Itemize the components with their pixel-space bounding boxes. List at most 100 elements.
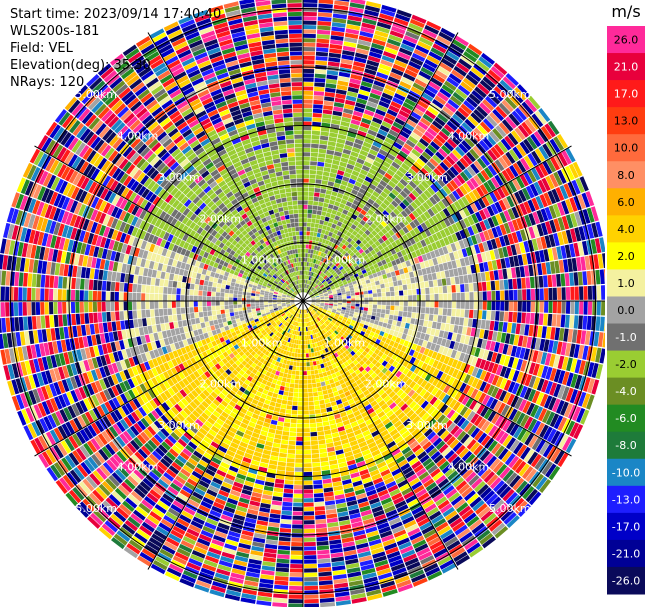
radar-cell xyxy=(436,35,451,46)
radar-cell xyxy=(303,3,318,8)
radar-cell xyxy=(565,387,574,402)
radar-cell xyxy=(491,386,500,398)
radar-cell xyxy=(507,93,521,107)
radar-cell xyxy=(403,340,410,347)
radar-cell xyxy=(359,257,366,263)
radar-cell xyxy=(458,447,469,459)
radar-cell xyxy=(528,324,534,337)
radar-cell xyxy=(503,311,509,322)
radar-cell xyxy=(311,297,316,300)
radar-cell xyxy=(558,328,565,342)
radar-cell xyxy=(320,284,324,289)
radar-cell xyxy=(365,359,372,366)
radar-cell xyxy=(304,327,307,332)
radar-cell xyxy=(440,27,456,39)
radar-cell xyxy=(274,483,284,489)
radar-cell xyxy=(282,501,293,507)
radar-cell xyxy=(521,253,528,266)
radar-cell xyxy=(540,236,547,249)
radar-cell xyxy=(486,281,491,291)
radar-cell xyxy=(339,322,345,327)
radar-cell xyxy=(312,108,323,114)
radar-cell xyxy=(365,267,371,273)
radar-cell xyxy=(303,99,313,104)
radar-cell xyxy=(384,314,390,319)
radar-cell xyxy=(309,306,314,309)
radar-cell xyxy=(527,199,536,212)
radar-cell xyxy=(303,112,313,117)
radar-cell xyxy=(514,397,524,410)
radar-cell xyxy=(560,245,567,259)
radar-cell xyxy=(437,279,443,287)
radar-cell xyxy=(319,277,324,282)
radar-cell xyxy=(432,98,444,109)
radar-cell xyxy=(327,145,336,151)
radar-cell xyxy=(499,211,508,224)
radar-cell xyxy=(317,228,322,234)
radar-cell xyxy=(317,206,323,211)
radar-cell xyxy=(510,244,517,256)
radar-cell xyxy=(503,279,509,290)
radar-cell xyxy=(444,270,450,278)
radar-cell xyxy=(330,313,335,317)
radar-cell xyxy=(490,146,501,159)
radar-cell xyxy=(449,324,455,333)
radar-cell xyxy=(491,260,498,271)
radar-cell xyxy=(293,502,303,507)
radar-cell xyxy=(368,362,375,369)
radar-cell xyxy=(538,107,551,123)
radar-cell xyxy=(458,352,466,362)
radar-cell xyxy=(329,459,338,466)
radar-cell xyxy=(556,341,563,355)
radar-cell xyxy=(268,522,280,528)
radar-cell xyxy=(331,26,346,33)
radar-cell xyxy=(394,325,401,332)
radar-cell xyxy=(473,309,478,319)
radar-cell xyxy=(450,388,459,399)
radar-cell xyxy=(389,255,395,262)
radar-cell xyxy=(275,571,289,577)
radar-cell xyxy=(310,287,314,291)
radar-cell xyxy=(446,76,460,88)
radar-cell xyxy=(472,318,478,328)
radar-cell xyxy=(398,150,408,159)
radar-cell xyxy=(308,200,314,205)
radar-cell xyxy=(435,352,442,361)
radar-cell xyxy=(346,303,351,306)
radar-cell xyxy=(346,301,351,304)
radar-cell xyxy=(468,309,474,319)
radar-cell xyxy=(463,274,469,284)
radar-cell xyxy=(551,247,559,261)
radar-cell xyxy=(278,390,284,395)
radar-cell xyxy=(308,240,313,245)
radar-cell xyxy=(308,262,311,267)
radar-cell xyxy=(528,264,534,277)
radar-cell xyxy=(494,415,505,427)
radar-cell xyxy=(330,285,335,289)
radar-cell xyxy=(489,270,495,281)
radar-cell xyxy=(295,366,300,371)
radar-cell xyxy=(514,127,526,141)
radar-cell xyxy=(321,238,327,244)
radar-cell xyxy=(498,122,510,135)
radar-cell xyxy=(349,2,365,9)
radar-cell xyxy=(339,161,348,168)
radar-cell xyxy=(405,171,414,180)
radar-cell xyxy=(366,252,373,258)
radar-cell xyxy=(312,309,316,314)
radar-cell xyxy=(344,286,350,290)
radar-cell xyxy=(303,77,314,82)
radar-cell xyxy=(545,175,555,190)
radar-cell xyxy=(471,213,479,224)
radar-cell xyxy=(388,236,395,244)
radar-cell xyxy=(498,447,509,461)
radar-cell xyxy=(295,348,298,353)
radar-cell xyxy=(544,206,553,220)
radar-cell xyxy=(385,305,391,310)
radar-cell xyxy=(334,275,340,280)
radar-cell xyxy=(396,182,405,190)
radar-cell xyxy=(471,356,478,367)
radar-cell xyxy=(319,377,325,383)
radar-cell xyxy=(391,335,397,342)
radar-cell xyxy=(328,415,335,421)
